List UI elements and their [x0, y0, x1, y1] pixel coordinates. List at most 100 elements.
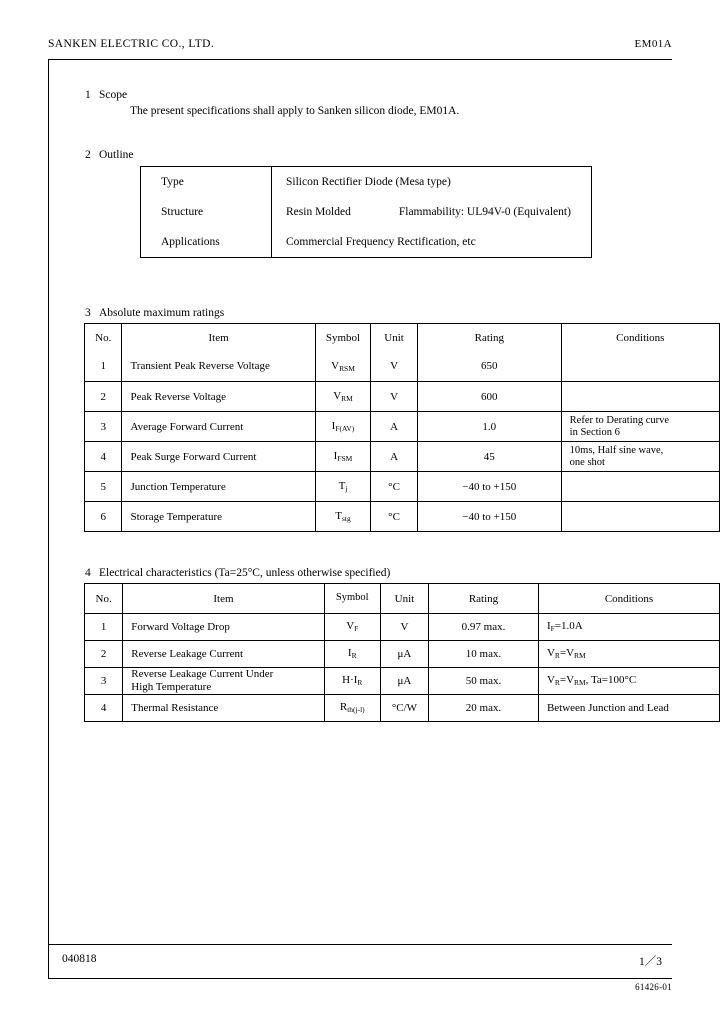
part-number: EM01A: [634, 38, 672, 50]
abs-row4-item: Peak Surge Forward Current: [121, 441, 316, 472]
elec-row4-rating: 20 max.: [428, 694, 539, 722]
symbol-subscript: FSM: [337, 454, 353, 464]
symbol-base: I: [347, 647, 352, 660]
section-title-abs: Absolute maximum ratings: [99, 307, 225, 319]
elec-row4-item: Thermal Resistance: [122, 694, 325, 722]
header-rule: [48, 59, 672, 60]
abs-row4-unit: A: [370, 441, 418, 472]
electrical-characteristics-table: No. Item Symbol Unit Rating Conditions 1…: [83, 583, 720, 722]
elec-row3-no: 3: [83, 667, 124, 695]
section-title-elec: Electrical characteristics (Ta=25°C, unl…: [99, 567, 391, 579]
col-header-no: No.: [83, 323, 123, 352]
abs-row5-item: Junction Temperature: [121, 471, 316, 502]
abs-row1-item: Transient Peak Reverse Voltage: [121, 351, 316, 382]
scope-body-text: The present specifications shall apply t…: [130, 105, 460, 117]
table-row: 1 Forward Voltage Drop VF V 0.97 max. IF…: [83, 613, 720, 641]
abs-row4-no: 4: [83, 441, 123, 472]
abs-row5-no: 5: [83, 471, 123, 502]
abs-row4-rating: 45: [416, 441, 562, 472]
symbol-base: I: [331, 419, 336, 432]
abs-row1-symbol: VRSM: [314, 351, 372, 382]
elec-row1-item: Forward Voltage Drop: [122, 613, 325, 641]
elec-row2-unit: μA: [379, 640, 430, 668]
section-number-outline: 2: [85, 149, 91, 161]
abs-row3-conditions-line2: in Section 6: [569, 426, 620, 438]
table-row: 3 Average Forward Current IF(AV) A 1.0 R…: [83, 411, 720, 442]
table-row: 6 Storage Temperature Tstg °C −40 to +15…: [83, 501, 720, 532]
page-footer: 040818 1／3: [62, 953, 662, 969]
footer-rule: [48, 978, 672, 979]
table-row: Applications Commercial Frequency Rectif…: [140, 227, 592, 258]
abs-row2-conditions: [560, 381, 720, 412]
symbol-subscript: j: [345, 484, 348, 494]
abs-row3-item: Average Forward Current: [121, 411, 316, 442]
col-header-rating: Rating: [428, 583, 539, 614]
footer-page-number: 1／3: [639, 956, 662, 968]
footer-frame-left: [48, 944, 49, 978]
abs-row5-symbol: Tj: [314, 471, 372, 502]
elec-row4-symbol: Rth(j-l): [323, 694, 381, 722]
symbol-subscript: F(AV): [335, 424, 355, 434]
outline-value-applications-text: Commercial Frequency Rectification, etc: [286, 236, 476, 248]
abs-row4-conditions-line2: one shot: [569, 456, 605, 468]
section-title-scope: Scope: [99, 89, 128, 101]
outline-label-applications: Applications: [140, 227, 272, 258]
table-row: 5 Junction Temperature Tj °C −40 to +150: [83, 471, 720, 502]
elec-row1-conditions: IF=1.0A: [537, 613, 720, 641]
symbol-subscript: R: [357, 678, 363, 688]
col-header-unit: Unit: [379, 583, 430, 614]
elec-row1-rating: 0.97 max.: [428, 613, 539, 641]
abs-row1-no: 1: [83, 351, 123, 382]
symbol-base: V: [331, 359, 340, 372]
abs-row2-symbol: VRM: [314, 381, 372, 412]
table-header-row: No. Item Symbol Unit Rating Conditions: [83, 323, 720, 352]
elec-row3-item: Reverse Leakage Current Under High Tempe…: [122, 667, 325, 695]
outline-table: Type Silicon Rectifier Diode (Mesa type)…: [140, 166, 592, 258]
abs-row4-conditions-line1: 10ms, Half sine wave,: [569, 444, 664, 456]
col-header-no: No.: [83, 583, 124, 614]
elec-row3-unit: μA: [379, 667, 430, 695]
abs-row6-rating: −40 to +150: [416, 501, 562, 532]
elec-row1-unit: V: [379, 613, 430, 641]
abs-row3-no: 3: [83, 411, 123, 442]
footer-document-code: 61426-01: [635, 982, 672, 992]
symbol-subscript: RSM: [339, 363, 355, 373]
section-heading-absolute-maximum-ratings: 3 Absolute maximum ratings: [85, 307, 224, 319]
symbol-base: I: [333, 449, 338, 462]
symbol-subscript: stg: [341, 514, 351, 524]
abs-row2-no: 2: [83, 381, 123, 412]
elec-row2-rating: 10 max.: [428, 640, 539, 668]
symbol-base: V: [346, 620, 355, 633]
col-header-symbol: Symbol: [314, 323, 372, 352]
abs-row5-unit: °C: [370, 471, 418, 502]
col-header-conditions: Conditions: [537, 583, 720, 614]
outline-label-type: Type: [140, 166, 272, 197]
table-row: Type Silicon Rectifier Diode (Mesa type): [140, 166, 592, 198]
abs-row3-conditions-line1: Refer to Derating curve: [569, 414, 670, 426]
symbol-subscript: R: [351, 651, 357, 661]
page-frame-left: [48, 59, 49, 945]
abs-row6-no: 6: [83, 501, 123, 532]
outline-value-structure: Resin Molded Flammability: UL94V-0 (Equiv…: [272, 197, 592, 227]
outline-value-type: Silicon Rectifier Diode (Mesa type): [272, 167, 592, 198]
symbol-base: V: [333, 389, 342, 402]
outline-value-applications: Commercial Frequency Rectification, etc: [272, 227, 592, 258]
table-row: 2 Reverse Leakage Current IR μA 10 max. …: [83, 640, 720, 668]
abs-row1-rating: 650: [416, 351, 562, 382]
table-row: 1 Transient Peak Reverse Voltage VRSM V …: [83, 351, 720, 382]
absolute-maximum-ratings-table: No. Item Symbol Unit Rating Conditions 1…: [83, 323, 720, 532]
footer-date-code: 040818: [62, 953, 97, 965]
symbol-base: T: [335, 509, 342, 522]
section-number-scope: 1: [85, 89, 91, 101]
outline-value-flammability: Flammability: UL94V-0 (Equivalent): [398, 206, 571, 218]
section-heading-outline: 2 Outline: [85, 149, 134, 161]
elec-row1-symbol: VF: [323, 613, 381, 641]
elec-row4-unit: °C/W: [379, 694, 430, 722]
table-row: 3 Reverse Leakage Current Under High Tem…: [83, 667, 720, 695]
elec-row3-symbol: H·IR: [323, 667, 381, 695]
abs-row3-symbol: IF(AV): [314, 411, 372, 442]
abs-row2-item: Peak Reverse Voltage: [121, 381, 316, 412]
abs-row3-rating: 1.0: [416, 411, 562, 442]
abs-row3-conditions: Refer to Derating curve in Section 6: [560, 411, 720, 442]
